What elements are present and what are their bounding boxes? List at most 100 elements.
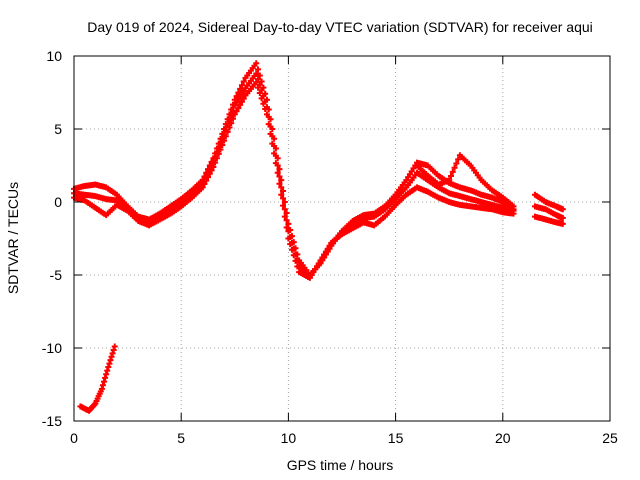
data-point: [111, 343, 118, 350]
data-point: [212, 153, 219, 160]
axis-ticks: [73, 55, 611, 422]
data-point: [105, 363, 112, 370]
data-point: [269, 133, 276, 140]
data-point: [276, 173, 283, 180]
data-point: [278, 184, 285, 191]
data-point: [109, 350, 116, 357]
data-point: [106, 360, 113, 367]
data-point: [272, 152, 279, 159]
data-point: [280, 202, 287, 209]
data-point: [292, 251, 299, 258]
data-point: [276, 180, 283, 187]
data-point: [208, 162, 215, 169]
series-track-f: [531, 213, 566, 227]
data-point: [274, 162, 281, 169]
data-point: [276, 166, 283, 173]
data-point: [222, 126, 229, 133]
data-point: [210, 158, 217, 165]
data-point: [449, 168, 456, 175]
data-point: [287, 234, 294, 241]
data-point: [290, 245, 297, 252]
data-point: [260, 92, 267, 99]
y-axis-label: SDTVAR / TECUs: [5, 182, 21, 294]
data-point: [280, 195, 287, 202]
x-tick-label: 10: [281, 430, 297, 446]
data-point: [108, 353, 115, 360]
data-point: [203, 173, 210, 180]
data-point: [104, 367, 111, 374]
x-axis-label: GPS time / hours: [287, 457, 394, 473]
y-tick-label: 5: [54, 121, 62, 137]
data-point: [283, 209, 290, 216]
y-tick-label: 10: [46, 48, 62, 64]
data-point: [263, 104, 270, 111]
series-track-e: [531, 191, 566, 213]
data-point: [219, 136, 226, 143]
y-tick-label: -15: [42, 413, 62, 429]
data-point: [217, 140, 224, 147]
data-point: [285, 220, 292, 227]
data-point: [267, 123, 274, 130]
data-point: [110, 346, 117, 353]
data-point: [265, 113, 272, 120]
data-point: [235, 89, 242, 96]
data-point: [253, 79, 260, 86]
chart-title: Day 019 of 2024, Sidereal Day-to-day VTE…: [87, 19, 593, 35]
data-point: [206, 165, 213, 172]
data-point: [103, 371, 110, 378]
data-point: [278, 191, 285, 198]
data-point: [235, 105, 242, 112]
data-point: [107, 357, 114, 364]
x-tick-labels: 0 5 10 15 20 25: [70, 430, 618, 446]
data-point: [283, 224, 290, 231]
data-point: [451, 164, 458, 171]
data-point: [237, 85, 244, 92]
x-tick-label: 20: [495, 430, 511, 446]
series-track-c: [71, 70, 517, 280]
data-point: [271, 143, 278, 150]
data-point: [285, 228, 292, 235]
data-point: [294, 257, 301, 264]
data-point: [213, 149, 220, 156]
data-point: [258, 87, 265, 94]
data-point: [281, 206, 288, 213]
x-tick-label: 25: [602, 430, 618, 446]
x-tick-label: 5: [177, 430, 185, 446]
data-point: [446, 177, 453, 184]
data-point: [240, 78, 247, 85]
data-point: [455, 156, 462, 163]
data-point: [278, 177, 285, 184]
data-point: [559, 215, 566, 222]
data-point: [101, 378, 108, 385]
series-track-d: [414, 152, 517, 210]
series-track-g: [531, 203, 566, 222]
data-point: [256, 81, 263, 88]
data-point: [199, 181, 206, 188]
data-point: [230, 115, 237, 122]
data-point: [453, 160, 460, 167]
x-tick-label: 15: [388, 430, 404, 446]
y-tick-label: 0: [54, 194, 62, 210]
data-point: [559, 220, 566, 227]
data-point: [559, 206, 566, 213]
series-track-a: [71, 60, 517, 278]
data-point: [253, 70, 260, 77]
data-point: [240, 95, 247, 102]
plot-frame: [73, 55, 611, 422]
data-point: [262, 98, 269, 105]
data-point: [281, 213, 288, 220]
data-point: [280, 188, 287, 195]
data-point: [201, 177, 208, 184]
data-point: [230, 107, 237, 114]
y-tick-label: -10: [42, 340, 62, 356]
data-point: [288, 239, 295, 246]
data-point: [238, 82, 245, 89]
data-point: [215, 144, 222, 151]
data-point: [98, 385, 105, 392]
data-point: [281, 199, 288, 205]
data-point: [205, 169, 211, 176]
data-point: [253, 60, 260, 67]
data-point: [256, 72, 263, 79]
data-point: [99, 382, 106, 389]
data-point: [238, 98, 245, 105]
